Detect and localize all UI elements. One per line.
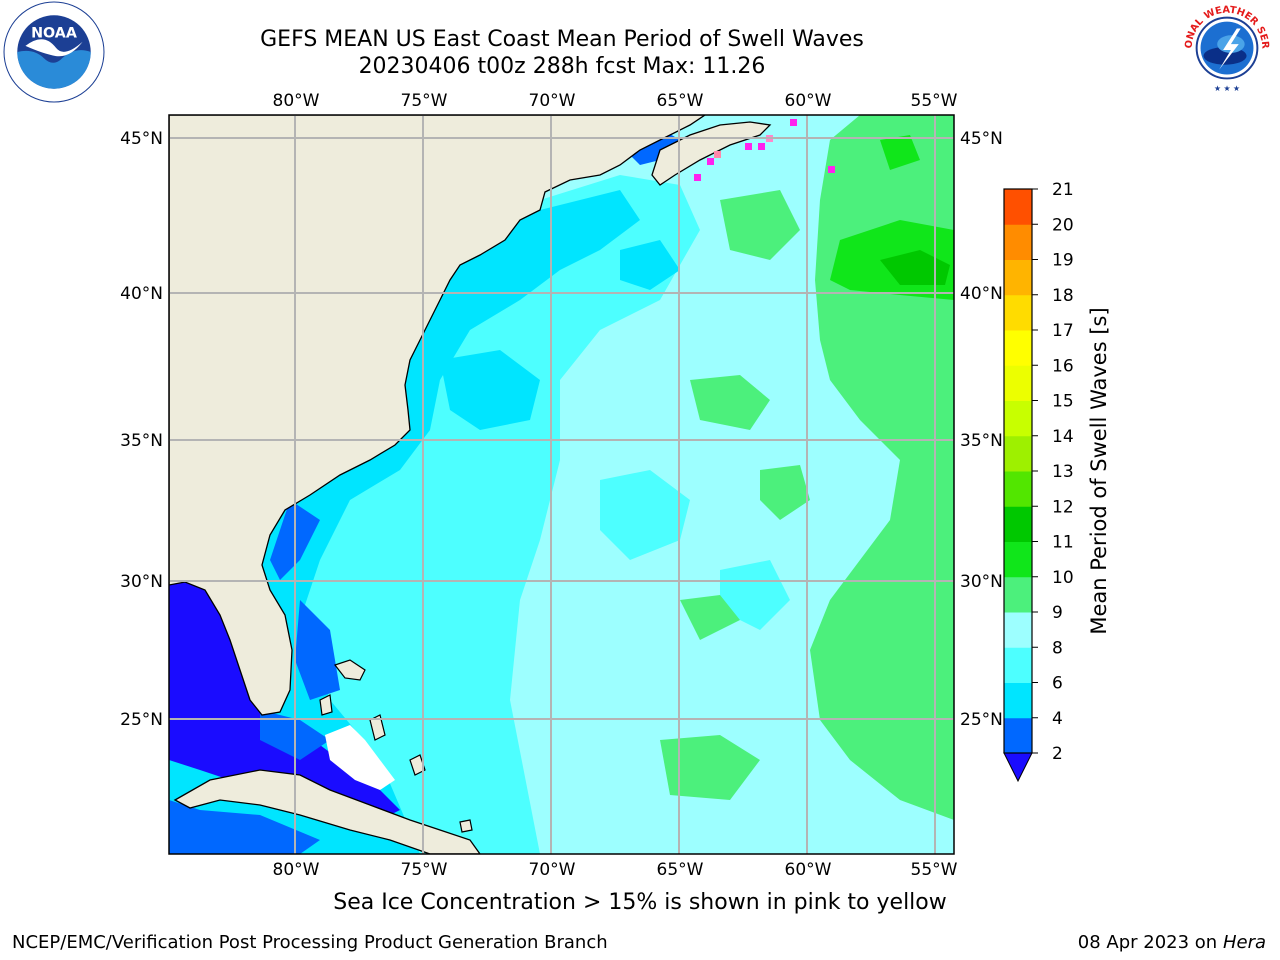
- colorbar-tick-label: 20: [1052, 215, 1074, 235]
- lon-tick-label: 60°W: [785, 91, 832, 111]
- map-plot-area: [169, 115, 954, 854]
- colorbar-band: [1004, 330, 1032, 366]
- colorbar-tick-label: 4: [1052, 709, 1063, 729]
- lat-ticks-left: 45°N 40°N 35°N 30°N 25°N: [120, 129, 163, 730]
- lat-tick-label: 25°N: [120, 710, 163, 730]
- lon-ticks-bottom: 80°W 75°W 70°W 65°W 60°W 55°W: [273, 860, 958, 880]
- lat-tick-label: 45°N: [960, 129, 1003, 149]
- lat-tick-label: 35°N: [960, 431, 1003, 451]
- colorbar-band: [1004, 682, 1032, 719]
- colorbar: [1003, 188, 1033, 783]
- colorbar-tick-label: 17: [1052, 321, 1074, 341]
- colorbar-tick-label: 2: [1052, 744, 1063, 764]
- colorbar-tick-label: 12: [1052, 497, 1074, 517]
- lat-tick-label: 35°N: [120, 431, 163, 451]
- colorbar-tick-label: 15: [1052, 392, 1074, 412]
- swell-zone-11-12s: [880, 250, 950, 285]
- colorbar-tick-label: 16: [1052, 356, 1074, 376]
- lon-tick-label: 75°W: [401, 91, 448, 111]
- lat-tick-label: 25°N: [960, 710, 1003, 730]
- lat-tick-label: 30°N: [120, 572, 163, 592]
- colorbar-tick-label: 19: [1052, 251, 1074, 271]
- lon-tick-label: 75°W: [401, 860, 448, 880]
- svg-text:NOAA: NOAA: [31, 26, 77, 42]
- land-cuba: [173, 769, 481, 854]
- lat-tick-label: 30°N: [960, 572, 1003, 592]
- colorbar-label: Mean Period of Swell Waves [s]: [1087, 307, 1111, 634]
- swell-zone-4-6s-patch: [440, 240, 680, 430]
- colorbar-band: [1004, 400, 1032, 437]
- lon-tick-label: 70°W: [529, 91, 576, 111]
- colorbar-tick-label: 6: [1052, 674, 1063, 694]
- footer-credit: NCEP/EMC/Verification Post Processing Pr…: [12, 932, 608, 953]
- colorbar-band: [1004, 471, 1032, 507]
- noaa-logo-icon: NOAA: [3, 1, 105, 103]
- chart-subtitle: 20230406 t00z 288h fcst Max: 11.26: [358, 54, 766, 79]
- colorbar-band: [1004, 541, 1032, 578]
- colorbar-band: [1004, 189, 1032, 225]
- footer-host: Hera: [1222, 932, 1266, 953]
- colorbar-tick-label: 8: [1052, 638, 1063, 658]
- colorbar-tick-label: 9: [1052, 603, 1063, 623]
- lon-tick-label: 60°W: [785, 860, 832, 880]
- footer-date-text: 08 Apr 2023 on: [1077, 932, 1218, 953]
- colorbar-tick-label: 21: [1052, 180, 1074, 200]
- chart-title: GEFS MEAN US East Coast Mean Period of S…: [260, 27, 864, 52]
- colorbar-under-triangle: [1003, 752, 1033, 783]
- map-frame: [168, 114, 955, 855]
- lat-tick-label: 40°N: [120, 284, 163, 304]
- colorbar-band: [1004, 506, 1032, 542]
- lon-tick-label: 55°W: [911, 860, 958, 880]
- colorbar-band: [1004, 647, 1032, 683]
- footer-date: 08 Apr 2023 on Hera: [1078, 932, 1266, 953]
- swell-zone-2-4s-gulf: [169, 580, 400, 820]
- nws-logo-icon: NATIONAL WEATHER SERVICE ★ ★ ★: [1176, 1, 1274, 95]
- lon-tick-label: 80°W: [273, 860, 320, 880]
- bahama-banks-nodata: [325, 725, 395, 790]
- lat-tick-label: 40°N: [960, 284, 1003, 304]
- sea-ice-note: Sea Ice Concentration > 15% is shown in …: [333, 890, 947, 915]
- colorbar-band: [1004, 435, 1032, 472]
- colorbar-band: [1004, 224, 1032, 260]
- land-us-east-coast: [169, 115, 707, 716]
- colorbar-band: [1004, 717, 1032, 754]
- lat-ticks-right: 45°N 40°N 35°N 30°N 25°N: [960, 129, 1003, 730]
- swell-zone-6-8s-patch: [600, 470, 790, 630]
- colorbar-band: [1004, 365, 1032, 401]
- colorbar-ticks: 2 4 6 8 9 10 11 12 13 14 15 16 17 18 19 20 21: [1032, 180, 1074, 764]
- colorbar-band: [1004, 612, 1032, 648]
- lat-tick-label: 45°N: [120, 129, 163, 149]
- colorbar-tick-label: 10: [1052, 568, 1074, 588]
- svg-text:★ ★ ★: ★ ★ ★: [1214, 84, 1240, 93]
- lon-tick-label: 55°W: [911, 91, 958, 111]
- gridlines: [169, 115, 954, 854]
- colorbar-tick-label: 18: [1052, 286, 1074, 306]
- colorbar-tick-label: 14: [1052, 427, 1074, 447]
- lon-tick-label: 65°W: [657, 91, 704, 111]
- colorbar-band: [1004, 294, 1032, 331]
- lon-tick-label: 80°W: [273, 91, 320, 111]
- lon-tick-label: 65°W: [657, 860, 704, 880]
- land-bahamas: [319, 659, 473, 833]
- colorbar-tick-label: 13: [1052, 462, 1074, 482]
- colorbar-band: [1004, 576, 1032, 613]
- lon-ticks-top: 80°W 75°W 70°W 65°W 60°W 55°W: [273, 91, 958, 111]
- swell-zone-9-10s-patch: [660, 190, 810, 800]
- colorbar-band: [1004, 259, 1032, 296]
- colorbar-tick-label: 11: [1052, 533, 1074, 553]
- lon-tick-label: 70°W: [529, 860, 576, 880]
